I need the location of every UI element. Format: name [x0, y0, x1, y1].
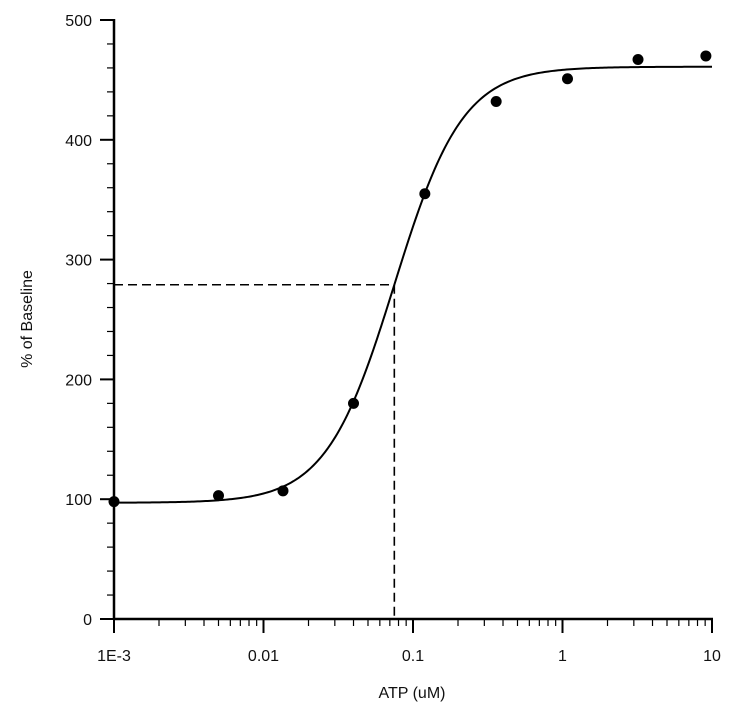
x-tick-label: 0.1: [402, 648, 424, 665]
y-axis-title: % of Baseline: [19, 270, 36, 368]
x-axis-title: ATP (uM): [379, 685, 446, 702]
y-tick-label: 100: [65, 492, 92, 509]
x-tick-label: 1E-3: [97, 648, 131, 665]
y-tick-label: 300: [65, 253, 92, 270]
data-point: [277, 485, 289, 497]
y-tick-label: 500: [65, 13, 92, 30]
data-point: [348, 397, 360, 409]
data-point: [490, 95, 502, 107]
reference-lines: [114, 283, 396, 619]
data-point: [700, 50, 712, 62]
x-tick-label: 1: [558, 648, 567, 665]
data-point: [561, 73, 573, 85]
y-tick-label: 400: [65, 133, 92, 150]
x-tick-label: 0.01: [248, 648, 279, 665]
y-tick-label: 200: [65, 372, 92, 389]
data-point: [212, 490, 224, 502]
data-point: [419, 188, 431, 200]
y-tick-label: 0: [83, 612, 92, 629]
axes: 0 100 200 300 400 500 1E-3 0.01 0.1 1 10: [65, 13, 721, 665]
data-points: [108, 50, 712, 508]
data-point: [632, 54, 644, 66]
x-tick-label: 10: [703, 648, 721, 665]
fit-curve: [114, 65, 712, 504]
